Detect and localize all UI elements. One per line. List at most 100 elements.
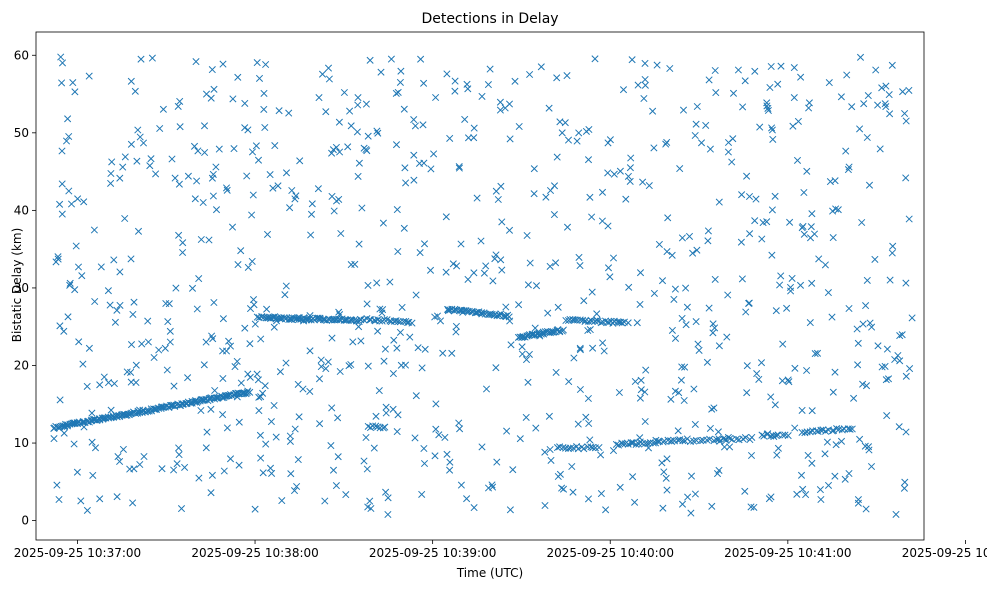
detection-point: [570, 354, 578, 362]
detection-point: [477, 237, 485, 245]
detection-point: [564, 136, 573, 144]
y-tick-label-0: 0: [21, 514, 29, 528]
detection-point: [690, 437, 698, 445]
detection-point: [800, 188, 808, 197]
detection-point: [379, 219, 387, 227]
detection-point: [900, 484, 908, 492]
detection-point: [470, 504, 478, 512]
detection-point: [402, 179, 410, 187]
detection-point: [53, 481, 61, 489]
detection-point: [681, 363, 689, 371]
detection-point: [478, 92, 486, 100]
detection-point: [420, 79, 428, 87]
detection-point: [200, 122, 209, 130]
detection-point: [393, 428, 401, 436]
plot-frame: [35, 31, 925, 541]
detection-point: [821, 450, 829, 458]
detection-point: [162, 299, 170, 308]
detection-point: [219, 374, 227, 383]
detection-point: [455, 419, 463, 427]
detection-point: [308, 200, 316, 208]
detection-point: [541, 501, 549, 510]
detection-point: [473, 194, 481, 202]
detection-point: [347, 122, 355, 130]
detection-point: [584, 326, 592, 335]
detection-point: [843, 71, 851, 79]
detection-point: [222, 184, 231, 192]
detection-point: [544, 309, 552, 317]
detection-point: [748, 433, 756, 441]
detection-point: [738, 275, 746, 283]
detection-point: [318, 70, 327, 78]
detection-point: [621, 440, 629, 448]
detection-point: [420, 444, 428, 453]
detection-point: [411, 122, 419, 130]
detection-point: [406, 333, 414, 341]
detection-point: [646, 439, 654, 447]
detection-point: [848, 103, 856, 111]
detection-point: [322, 108, 330, 116]
detection-point: [576, 346, 584, 354]
detection-point: [713, 436, 721, 444]
detection-point: [77, 497, 85, 505]
detection-point: [446, 466, 454, 474]
detection-point: [767, 393, 775, 401]
detection-point: [144, 317, 152, 325]
detection-point: [691, 131, 699, 140]
detection-point: [858, 218, 866, 227]
detection-point: [882, 376, 890, 384]
detection-point: [739, 103, 747, 111]
detection-point: [357, 337, 365, 345]
detection-point: [631, 377, 639, 386]
detection-point: [430, 150, 438, 158]
detection-point: [507, 341, 515, 349]
detection-point: [639, 178, 647, 186]
detection-point: [794, 117, 802, 125]
detection-point: [410, 116, 418, 124]
detection-point: [541, 448, 549, 456]
detection-point: [394, 411, 402, 419]
detection-point: [179, 239, 187, 247]
detection-point: [286, 204, 294, 212]
detection-point: [808, 279, 816, 287]
detection-point: [119, 445, 127, 453]
detection-point: [164, 318, 172, 326]
detection-point: [629, 473, 637, 481]
detection-point: [729, 135, 737, 143]
detection-point: [237, 247, 245, 255]
detection-point: [742, 308, 750, 316]
detection-point: [452, 322, 460, 330]
detection-point: [258, 313, 266, 321]
detection-point: [241, 124, 249, 132]
detection-point: [705, 76, 713, 84]
detection-point: [902, 174, 910, 182]
detection-point: [293, 482, 301, 491]
detection-point: [636, 269, 645, 277]
detection-point: [896, 332, 904, 340]
detection-point: [530, 190, 538, 198]
detection-point: [85, 344, 93, 352]
detection-point: [797, 73, 805, 81]
detection-point: [123, 368, 131, 376]
detection-point: [241, 99, 249, 107]
detection-point: [799, 485, 807, 493]
detection-point: [464, 85, 472, 93]
detection-point: [415, 159, 424, 167]
detection-point: [212, 163, 220, 171]
detection-point: [226, 455, 235, 463]
detection-point: [360, 457, 368, 465]
detection-point: [545, 104, 553, 112]
detection-point: [131, 87, 139, 95]
detection-point: [379, 306, 387, 314]
detection-point: [550, 328, 558, 336]
detection-point: [606, 273, 614, 281]
detection-point: [703, 358, 711, 366]
detection-point: [641, 59, 649, 67]
detection-point: [56, 396, 64, 404]
detection-point: [553, 444, 562, 452]
y-tick-label-4: 40: [14, 203, 29, 217]
detection-point: [763, 430, 771, 439]
detection-point: [347, 360, 355, 369]
detection-point: [763, 99, 771, 107]
detection-point: [568, 462, 576, 471]
